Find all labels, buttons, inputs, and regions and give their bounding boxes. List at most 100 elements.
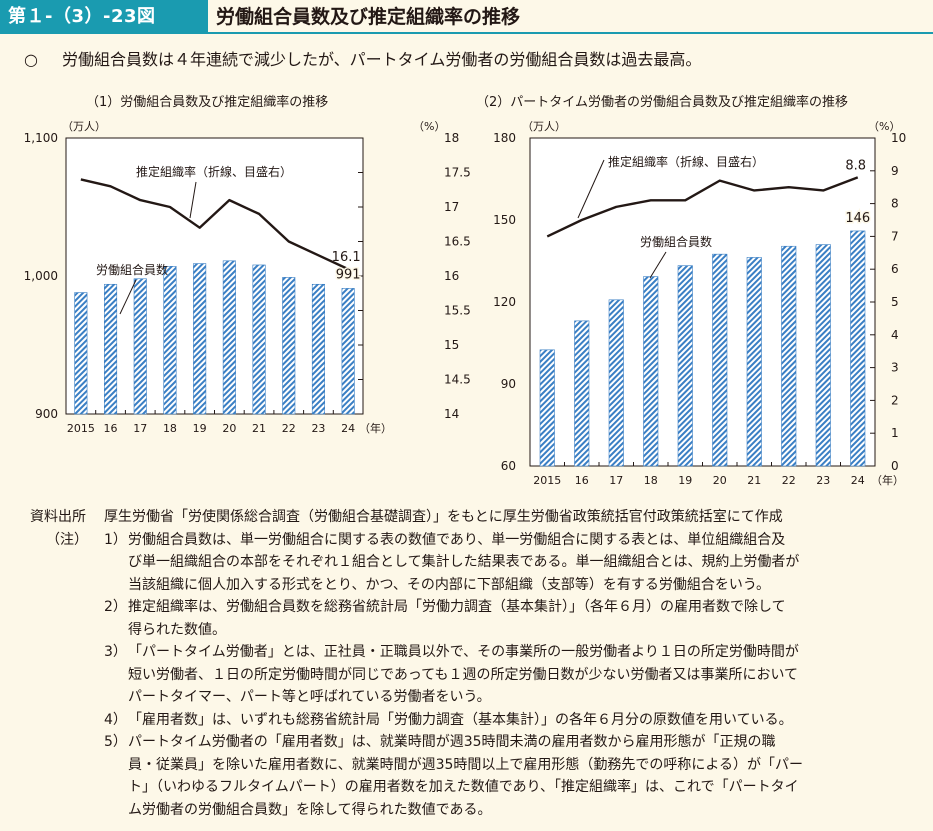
right-tick-label: 16.5 (444, 235, 471, 249)
bar (74, 292, 88, 415)
x-tick-label: 24 (851, 474, 865, 487)
right-axis-unit: （%） (868, 120, 900, 133)
figure-number: 第１-（3）-23図 (0, 0, 208, 34)
x-tick-label: 19 (193, 422, 207, 435)
bar (163, 266, 177, 415)
summary-bullet: ○ (24, 50, 38, 69)
bar-last-value: 991 (336, 267, 361, 282)
bar-label-leader (119, 279, 137, 315)
note-4-line: 4）「雇用者数」は、いずれも総務省統計局「労働力調査（基本集計）」の各年６月分の… (30, 709, 910, 732)
note-5-line: 員・従業員」を除いた雇用者数に、就業時間が週35時間以上で雇用形態（勤務先での呼… (30, 754, 910, 777)
right-axis-unit: （%） (413, 120, 445, 133)
x-tick-label: 17 (133, 422, 147, 435)
left-tick-label: 900 (35, 407, 58, 421)
right-tick-label: 8 (891, 197, 899, 211)
note-2-line: 2）推定組織率は、労働組合員数を総務省統計局「労働力調査（基本集計）」（各年６月… (30, 596, 910, 619)
right-tick-label: 17.5 (444, 166, 471, 180)
note-text: 当該組織に個人加入する形式をとり、かつ、その内部に下部組織（支部等）を有する労働… (128, 576, 771, 593)
bar (574, 320, 590, 467)
right-tick-label: 14 (444, 407, 459, 421)
bar (104, 283, 118, 415)
right-tick-label: 2 (891, 393, 899, 407)
x-tick-label: 20 (222, 422, 236, 435)
note-text: 「パートタイム労働者」とは、正社員・正職員以外で、その事業所の一般労働者より１日… (128, 644, 799, 660)
right-tick-label: 4 (891, 328, 899, 342)
chart-union-members: （1）労働組合員数及び推定組織率の推移 900 1,000 1,100 14 14.5 15… (24, 94, 471, 435)
line-label-leader (189, 181, 197, 219)
right-tick-label: 0 (891, 459, 899, 473)
right-tick-label: 10 (891, 131, 906, 145)
note-number: 3） (104, 644, 127, 660)
note-5-line: ト」（いわゆるフルタイムパート）の雇用者数を加えた数値であり、「推定組織率」は、… (30, 776, 910, 799)
left-tick-label: 1,100 (24, 131, 58, 145)
note-number: 5） (104, 734, 127, 750)
x-tick-label: 2015 (533, 474, 561, 487)
x-tick-label: 18 (163, 422, 177, 435)
left-tick-label: 1,000 (24, 269, 58, 283)
figure-header: 第１-（3）-23図 労働組合員数及び推定組織率の推移 (0, 0, 933, 34)
note-2-line: 得られた数値。 (30, 619, 910, 642)
note-1-line: （注） 1）労働組合員数は、単一労働組合に関する表の数値であり、単一労働組合に関す… (30, 529, 910, 552)
line-series-label: 推定組織率（折線、目盛右） (608, 154, 764, 169)
right-tick-label: 14.5 (444, 373, 471, 387)
right-tick-label: 5 (891, 295, 899, 309)
note-5-line: 5）パートタイム労働者の「雇用者数」は、就業時間が週35時間未満の雇用者数から雇… (30, 731, 910, 754)
source-line: 資料出所 厚生労働省「労使関係総合調査（労働組合基礎調査）」をもとに厚生労働省政… (30, 506, 910, 529)
x-tick-label: 16 (575, 474, 589, 487)
bar (282, 277, 296, 415)
note-text: ム労働者の労働組合員数」を除して得られた数値である。 (128, 801, 492, 818)
x-tick-label: 2015 (67, 422, 95, 435)
bar (193, 263, 207, 415)
summary-text: 労働組合員数は４年連続で減少したが、パートタイム労働者の労働組合員数は過去最高。 (62, 50, 702, 69)
bar (746, 257, 762, 467)
bar (712, 253, 728, 467)
note-text: 得られた数値。 (128, 621, 226, 638)
note-text: ト」（いわゆるフルタイムパート）の雇用者数を加えた数値であり、「推定組織率」は、… (128, 779, 799, 795)
charts-area: （1）労働組合員数及び推定組織率の推移9001,0001,1001414.515… (24, 94, 907, 487)
right-tick-label: 9 (891, 164, 899, 178)
bar (643, 276, 659, 467)
bar (608, 299, 624, 467)
rate-line (546, 176, 859, 238)
bar (781, 245, 797, 467)
left-tick-label: 120 (493, 295, 516, 309)
note-3-line: 短い労働者、１日の所定労働時間が同じであっても１週の所定労働日数が少ない労働者又… (30, 664, 910, 687)
right-tick-label: 6 (891, 262, 899, 276)
x-tick-label: 20 (713, 474, 727, 487)
bar-series-label: 労働組合員数 (640, 234, 712, 249)
note-1-line: 当該組織に個人加入する形式をとり、かつ、その内部に下部組織（支部等）を有する労働… (30, 574, 910, 597)
bar-label-leader (649, 251, 667, 279)
right-tick-label: 1 (891, 426, 899, 440)
bar (133, 278, 147, 415)
right-tick-label: 16 (444, 269, 459, 283)
x-tick-label: 16 (104, 422, 118, 435)
x-tick-label: 23 (311, 422, 325, 435)
chart-part-time-members: （2）パートタイム労働者の労働組合員数及び推定組織率の推移60901201501… (476, 94, 906, 487)
x-tick-label: 23 (816, 474, 830, 487)
rate-line (80, 178, 349, 271)
summary: ○ 労働組合員数は４年連続で減少したが、パートタイム労働者の労働組合員数は過去最高… (24, 48, 701, 72)
x-axis-unit: （年） (359, 421, 392, 435)
left-tick-label: 90 (501, 377, 516, 391)
x-tick-label: 22 (782, 474, 796, 487)
right-tick-label: 15.5 (444, 304, 471, 318)
bar-last-value: 146 (845, 211, 870, 226)
note-items: （注） 1）労働組合員数は、単一労働組合に関する表の数値であり、単一労働組合に関す… (30, 529, 910, 822)
left-tick-label: 150 (493, 213, 516, 227)
x-tick-label: 21 (747, 474, 761, 487)
chart-title: （2）パートタイム労働者の労働組合員数及び推定組織率の推移 (476, 94, 848, 110)
note-text: 労働組合員数は、単一労働組合に関する表の数値であり、単一労働組合に関する表とは、… (128, 531, 786, 548)
right-tick-label: 15 (444, 338, 459, 352)
x-tick-label: 24 (341, 422, 355, 435)
note-number: 4） (104, 711, 127, 728)
left-axis-unit: （万人） (522, 120, 566, 133)
left-tick-label: 180 (493, 131, 516, 145)
right-tick-label: 18 (444, 131, 459, 145)
x-tick-label: 21 (252, 422, 266, 435)
note-text: び単一組織組合の本部をそれぞれ１組合として集計した結果表である。単一組織組合とは… (128, 554, 800, 570)
note-text: 員・従業員」を除いた雇用者数に、就業時間が週35時間以上で雇用形態（勤務先での呼… (128, 756, 803, 773)
bar (222, 260, 236, 415)
bar (677, 265, 693, 467)
bar (341, 288, 355, 415)
line-last-value: 8.8 (845, 158, 866, 173)
